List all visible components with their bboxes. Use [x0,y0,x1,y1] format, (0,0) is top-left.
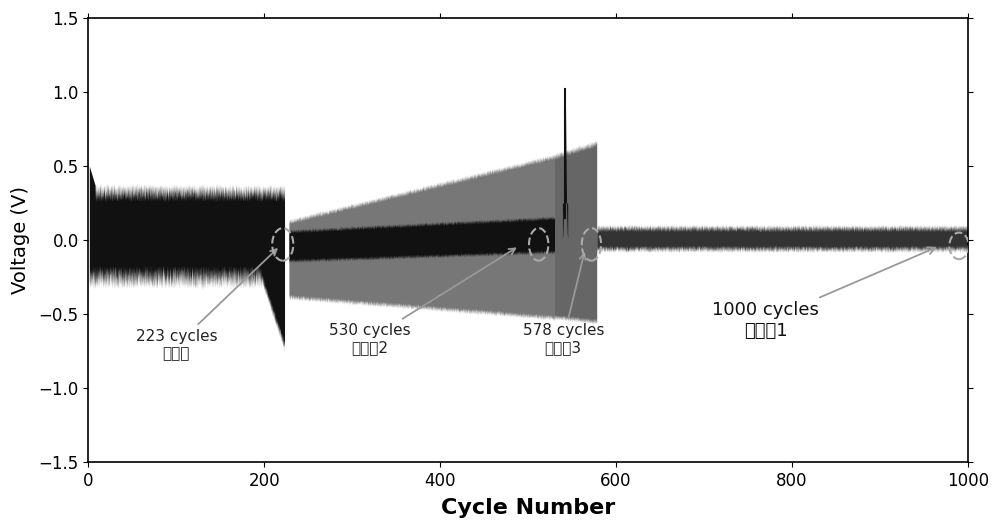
Text: 530 cycles
应用例2: 530 cycles 应用例2 [329,249,515,355]
Text: 578 cycles
应用例3: 578 cycles 应用例3 [523,253,604,355]
Text: 223 cycles
对比例: 223 cycles 对比例 [136,249,277,361]
X-axis label: Cycle Number: Cycle Number [441,498,615,518]
Y-axis label: Voltage (V): Voltage (V) [11,186,30,294]
Text: 1000 cycles
应用例1: 1000 cycles 应用例1 [712,248,935,340]
